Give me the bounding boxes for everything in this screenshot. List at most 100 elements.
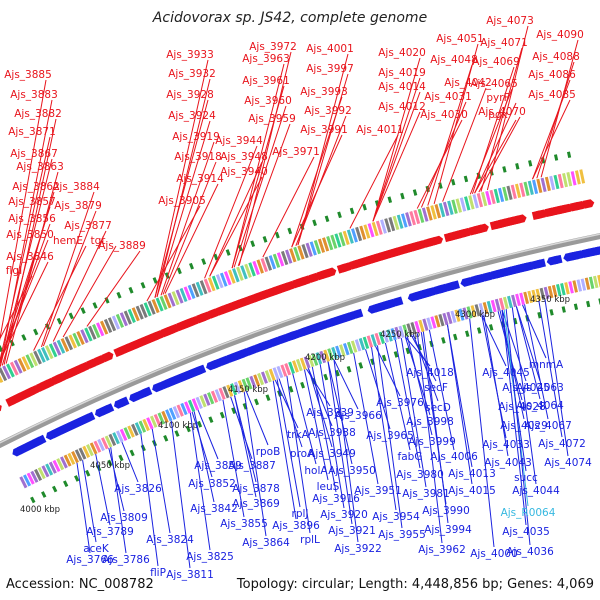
- feature-block: [468, 195, 475, 210]
- reverse-gene-label: Ajs_3852: [188, 478, 236, 490]
- inner-feature-block: [358, 337, 366, 351]
- inner-feature-block: [119, 428, 128, 441]
- reverse-label-leader: [170, 420, 191, 569]
- feature-block: [480, 191, 488, 207]
- inner-feature-block: [454, 309, 461, 322]
- forward-label-leader: [154, 59, 209, 298]
- track-marker: [598, 298, 600, 305]
- inner-feature-block: [515, 293, 521, 307]
- reverse-label-leader: [189, 412, 211, 551]
- track-marker: [213, 253, 219, 261]
- forward-gene-arrow: [514, 214, 527, 224]
- track-marker: [250, 240, 256, 248]
- forward-label-leader: [372, 77, 421, 222]
- scale-tick-label: 4250 kbp: [380, 330, 420, 340]
- feature-block: [359, 225, 367, 240]
- feature-block: [476, 192, 484, 208]
- inner-feature-block: [593, 275, 599, 289]
- inner-feature-block: [245, 377, 253, 390]
- inner-feature-block: [410, 322, 417, 335]
- forward-gene-label: pgk: [488, 109, 508, 121]
- forward-gene-label: Ajs_3857: [8, 196, 56, 208]
- reverse-label-leader: [544, 299, 569, 457]
- feature-block: [268, 255, 277, 270]
- forward-label-leader: [233, 105, 287, 268]
- forward-label-leader: [427, 64, 473, 206]
- track-marker: [573, 303, 579, 311]
- feature-block: [17, 357, 27, 372]
- feature-block: [388, 216, 396, 232]
- track-marker: [502, 166, 507, 173]
- track-marker: [453, 333, 458, 341]
- reverse-gene-label: Ajs_3766: [66, 554, 114, 566]
- forward-label-leader: [442, 87, 487, 202]
- inner-feature-block: [374, 332, 382, 346]
- reverse-gene-label: Ajs_4063: [516, 382, 564, 394]
- feature-block: [21, 356, 31, 371]
- forward-gene-label: Ajs_3879: [54, 200, 102, 212]
- inner-feature-block: [398, 325, 405, 338]
- reverse-gene-label: Ajs_4064: [516, 400, 564, 412]
- forward-label-leader: [262, 156, 315, 258]
- reverse-gene-arrow: [480, 271, 493, 282]
- inner-feature-block: [311, 353, 319, 366]
- reverse-gene-arrow: [571, 250, 584, 260]
- reverse-label-leader: [108, 447, 125, 512]
- reverse-label-leader: [286, 375, 311, 534]
- inner-feature-block: [233, 381, 242, 394]
- reverse-gene-label: Ajs_3980: [396, 469, 444, 481]
- forward-label-leader: [480, 47, 523, 192]
- inner-feature-block: [34, 468, 43, 481]
- feature-block: [301, 244, 309, 259]
- backbone-outer-band: [0, 233, 600, 449]
- feature-block: [215, 274, 224, 289]
- forward-gene-arrow: [340, 262, 353, 273]
- reverse-gene-arrow: [550, 254, 563, 265]
- feature-block: [56, 339, 66, 354]
- track-marker: [346, 365, 352, 373]
- feature-block: [44, 345, 54, 360]
- forward-gene-label: Ajs_3948: [220, 151, 268, 163]
- reverse-label-leader: [95, 453, 111, 526]
- feature-block: [536, 178, 543, 194]
- forward-gene-label: Ajs_3960: [244, 95, 292, 107]
- forward-gene-label: pyrF: [486, 92, 509, 104]
- feature-block: [159, 295, 168, 310]
- track-marker: [63, 480, 69, 488]
- inner-feature-block: [323, 349, 331, 362]
- feature-block: [405, 212, 412, 227]
- feature-block: [574, 170, 581, 185]
- track-marker: [387, 196, 393, 204]
- forward-label-leader: [0, 158, 53, 367]
- inner-feature-block: [45, 463, 54, 476]
- inner-feature-block: [458, 308, 465, 321]
- forward-label-leader: [164, 183, 219, 294]
- reverse-gene-label: Ajs_4045: [482, 367, 530, 379]
- inner-feature-block: [507, 295, 513, 309]
- forward-label-leader: [146, 205, 201, 302]
- reverse-label-leader: [307, 368, 333, 427]
- forward-gene-label: Ajs_4011: [356, 124, 404, 136]
- feature-block: [313, 239, 321, 255]
- reverse-gene-label: fliP: [150, 567, 166, 579]
- feature-block: [380, 219, 387, 234]
- forward-gene-arrow: [324, 267, 337, 278]
- forward-label-leader: [162, 161, 217, 295]
- inner-feature-block: [280, 364, 288, 377]
- forward-gene-label: Ajs_3961: [242, 75, 290, 87]
- feature-block: [199, 280, 208, 295]
- track-marker: [52, 485, 58, 493]
- reverse-gene-arrow: [534, 258, 546, 269]
- forward-gene-label: Ajs_3883: [10, 89, 58, 101]
- feature-block: [179, 287, 188, 303]
- forward-label-leader: [0, 275, 33, 340]
- feature-block: [236, 266, 244, 281]
- feature-block: [256, 259, 264, 274]
- forward-gene-label: Ajs_4073: [486, 15, 534, 27]
- reverse-gene-label: Ajs_3938: [308, 427, 356, 439]
- feature-block: [438, 202, 446, 218]
- scale-tick-label: 4300 kbp: [455, 310, 495, 320]
- forward-gene-arrow: [152, 330, 165, 341]
- forward-label-leader: [156, 120, 211, 298]
- track-marker: [287, 227, 293, 235]
